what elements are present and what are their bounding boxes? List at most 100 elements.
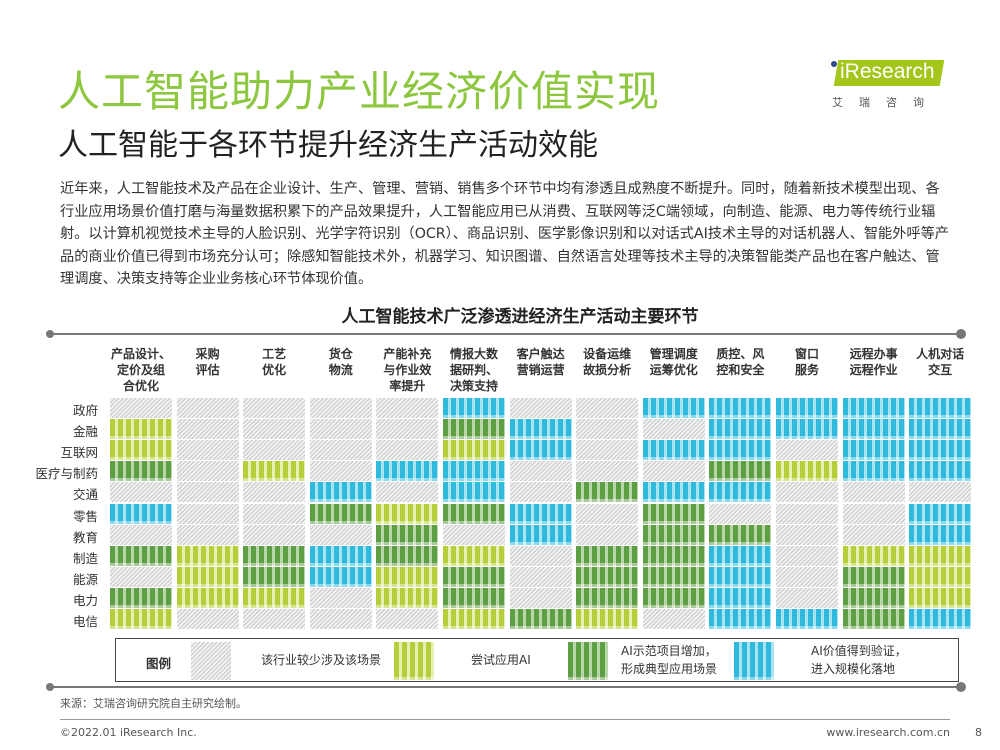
- heatmap-cell: [909, 524, 972, 545]
- heatmap-cell: [709, 545, 772, 566]
- heatmap-cell: [443, 482, 505, 503]
- heatmap-cell: [376, 587, 439, 608]
- website-link[interactable]: www.iresearch.com.cn: [826, 726, 950, 739]
- legend-swatch-level3: [734, 642, 774, 680]
- heatmap-cell: [443, 587, 505, 608]
- heatmap-cell: [909, 461, 972, 482]
- heatmap-cell: [176, 609, 239, 629]
- column-header-label: 货仓物流: [328, 347, 353, 377]
- heatmap-cell: [110, 609, 172, 629]
- heatmap-cell: [776, 482, 838, 503]
- heatmap-cell: [909, 398, 972, 418]
- heatmap-cell: [176, 440, 239, 461]
- heatmap-cell: [376, 419, 439, 440]
- heatmap-cell: [642, 609, 705, 629]
- column-header: 产能补充 与作业效 率提升: [374, 346, 440, 394]
- heatmap-cell: [243, 566, 306, 587]
- heatmap-cell: [176, 524, 239, 545]
- column-header: 人机对话 交互: [907, 346, 973, 378]
- heatmap-cell: [309, 545, 372, 566]
- column-header-line: 与作业效: [383, 363, 432, 377]
- page-subtitle: 人工智能于各环节提升经济生产活动效能: [58, 128, 598, 163]
- column-header-line: 客户触达: [516, 347, 565, 361]
- column-header: 情报大数 据研判、 决策支持: [441, 346, 507, 394]
- row-label: 金融: [72, 424, 98, 440]
- heatmap-cell: [776, 587, 838, 608]
- heatmap-cell: [376, 566, 439, 587]
- heatmap-cell: [309, 566, 372, 587]
- column-header-line: 产品设计、: [110, 347, 171, 361]
- heatmap-cell: [709, 524, 772, 545]
- heatmap-cell: [376, 524, 439, 545]
- heatmap-cell: [509, 503, 572, 524]
- heatmap-cell: [243, 609, 306, 629]
- column-header: 远程办事 远程作业: [841, 346, 907, 378]
- row-label: 教育: [72, 529, 98, 545]
- heatmap-cell: [243, 440, 306, 461]
- chart-title: 人工智能技术广泛渗透进经济生产活动主要环节: [341, 307, 699, 327]
- heatmap-cell: [576, 482, 639, 503]
- heatmap-cell: [243, 398, 306, 418]
- column-header-line: 控和安全: [716, 363, 765, 377]
- heatmap-cell: [709, 503, 772, 524]
- heatmap-cell: [576, 419, 639, 440]
- column-header: 质控、风 控和安全: [707, 346, 773, 378]
- heatmap-cell: [842, 440, 905, 461]
- heatmap-cell: [509, 440, 572, 461]
- heatmap-cell: [309, 461, 372, 482]
- row-label: 互联网: [60, 445, 98, 461]
- heatmap-cell: [376, 482, 439, 503]
- heatmap-cell: [443, 545, 505, 566]
- heatmap-cell: [443, 440, 505, 461]
- heatmap-cell: [776, 524, 838, 545]
- column-header-line: 营销运营: [516, 363, 565, 377]
- heatmap-cell: [642, 566, 705, 587]
- divider-top: [46, 329, 966, 339]
- heatmap-cell: [842, 398, 905, 418]
- heatmap-cell: [509, 461, 572, 482]
- column-header-line: 故损分析: [583, 363, 632, 377]
- heatmap-cell: [709, 482, 772, 503]
- copyright: ©2022.01 iResearch Inc.: [60, 726, 197, 739]
- column-header-line: 远程办事: [849, 347, 898, 361]
- heatmap-cell: [509, 524, 572, 545]
- heatmap-cell: [776, 566, 838, 587]
- heatmap-cell: [176, 398, 239, 418]
- page-title: 人工智能助力产业经济价值实现: [58, 67, 661, 116]
- heatmap-cell: [309, 609, 372, 629]
- heatmap-cell: [110, 503, 172, 524]
- heatmap-cell: [776, 503, 838, 524]
- legend-label-level3-line1: AI价值得到验证，: [811, 644, 907, 658]
- heatmap-cell: [909, 440, 972, 461]
- legend-label-level0: 该行业较少涉及该场景: [261, 653, 382, 667]
- heatmap-cell: [376, 398, 439, 418]
- heatmap-cell: [776, 545, 838, 566]
- heatmap-cell: [443, 398, 505, 418]
- heatmap-cell: [909, 609, 972, 629]
- legend-label-level1: 尝试应用AI: [471, 653, 531, 667]
- row-label: 医疗与制药: [35, 466, 98, 482]
- column-header: 工艺优化: [241, 346, 307, 378]
- heatmap-cell: [309, 482, 372, 503]
- column-header: 采购评估: [175, 346, 241, 378]
- heatmap-cell: [642, 524, 705, 545]
- column-header-line: 合优化: [122, 379, 159, 393]
- heatmap-cell: [909, 587, 972, 608]
- heatmap-cell: [642, 503, 705, 524]
- heatmap-cell: [576, 587, 639, 608]
- row-label: 电力: [72, 592, 98, 608]
- column-header-line: 定价及组: [116, 363, 165, 377]
- row-label: 制造: [72, 550, 98, 566]
- heatmap-cell: [842, 461, 905, 482]
- heatmap-cell: [243, 587, 306, 608]
- logo-cn: 艾瑞咨询: [832, 96, 940, 109]
- heatmap-cell: [842, 503, 905, 524]
- heatmap-cell: [243, 524, 306, 545]
- heatmap-cell: [243, 461, 306, 482]
- heatmap-cell: [509, 609, 572, 629]
- source-note: 来源：艾瑞咨询研究院自主研究绘制。: [60, 697, 247, 710]
- heatmap-cell: [909, 566, 972, 587]
- intro-paragraph: 近年来，人工智能技术及产品在企业设计、生产、管理、营销、销售多个环节中均有渗透且…: [60, 181, 949, 287]
- heatmap-cell: [309, 440, 372, 461]
- column-header: 产品设计、定价及组合优化: [108, 346, 174, 394]
